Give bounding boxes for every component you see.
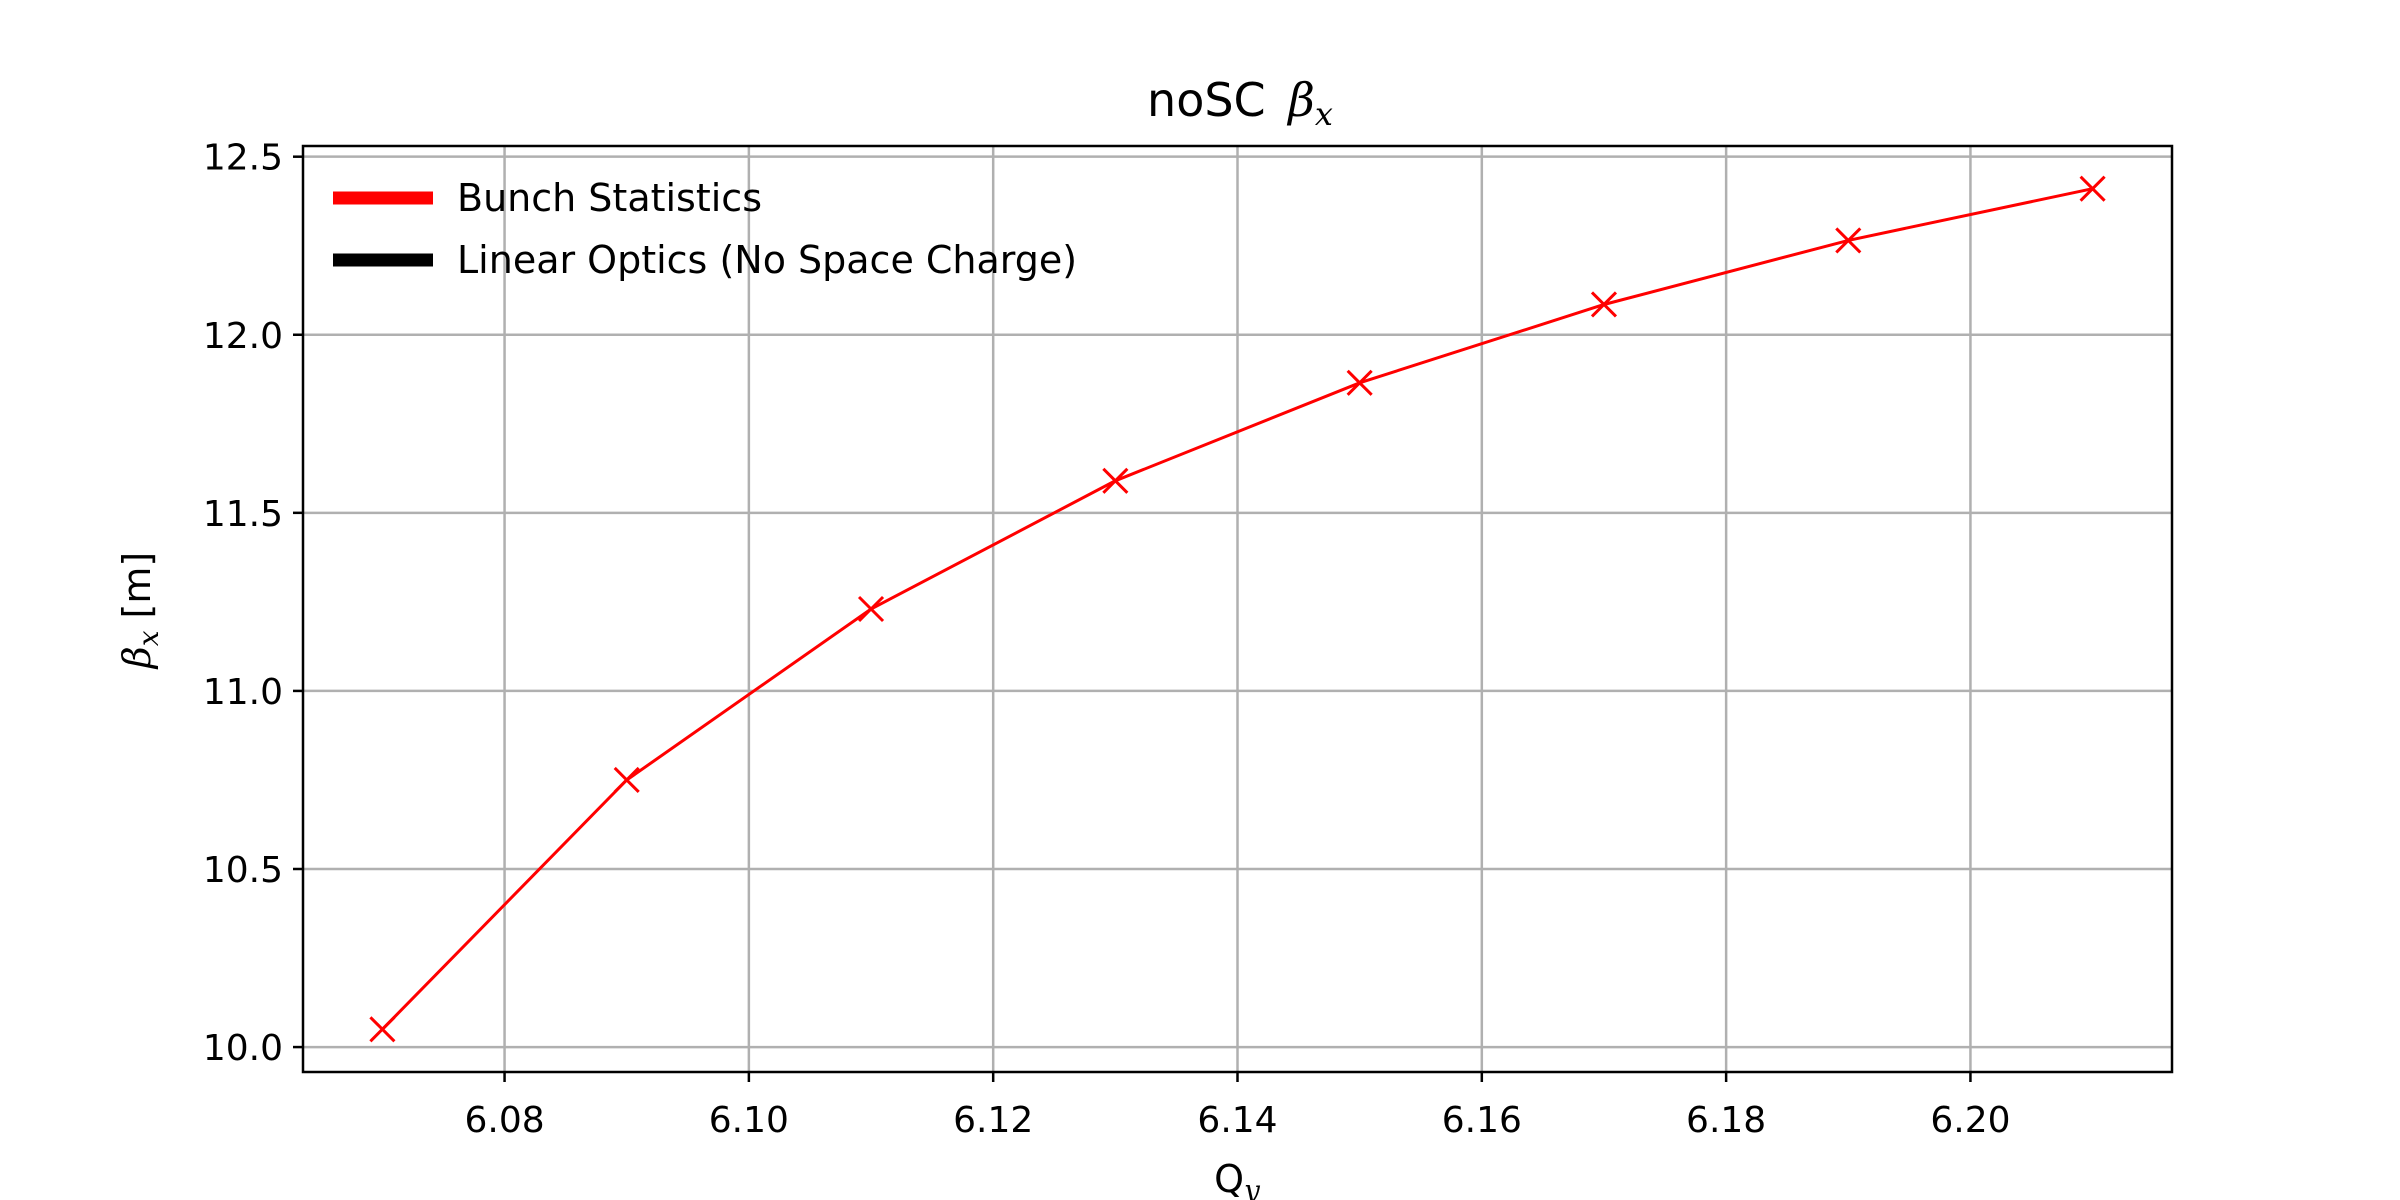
marker-stroke — [369, 1016, 396, 1043]
x-tick-label: 6.16 — [1442, 1100, 1522, 1141]
y-tick-label: 12.5 — [203, 138, 283, 179]
y-axis-title: βx[m] — [115, 552, 165, 670]
x-tick-label: 6.10 — [709, 1100, 789, 1141]
marker-stroke — [613, 766, 640, 794]
y-tick-label: 11.5 — [203, 494, 283, 535]
marker-stroke — [1835, 227, 1862, 254]
x-tick-label: 6.08 — [464, 1100, 544, 1141]
marker-stroke — [2079, 175, 2106, 202]
marker-stroke — [1590, 291, 1618, 318]
tick-layer: 6.08 6.10 6.12 6.14 6.16 6.18 6.20 10.0 10.5 11.0… — [203, 138, 2011, 1141]
y-tick-label: 11.0 — [203, 672, 283, 713]
marker-stroke — [857, 595, 885, 623]
legend-label-bunch-statistics: Bunch Statistics — [457, 176, 762, 220]
x-tick-label: 6.20 — [1930, 1100, 2010, 1141]
legend: Bunch Statistics Linear Optics (No Space… — [333, 176, 1077, 282]
data-point-marker — [2079, 175, 2106, 202]
data-point-marker — [1346, 369, 1373, 396]
data-point-marker — [1590, 291, 1618, 318]
marker-stroke — [1346, 369, 1373, 396]
grid-layer — [303, 146, 2172, 1072]
y-tick-label: 10.5 — [203, 850, 283, 891]
y-tick-label: 10.0 — [203, 1028, 283, 1069]
data-point-marker — [369, 1016, 396, 1043]
marker-stroke — [1102, 467, 1129, 494]
data-point-marker — [613, 766, 640, 794]
x-tick-label: 6.14 — [1197, 1100, 1277, 1141]
y-tick-label: 12.0 — [203, 316, 283, 357]
data-point-marker — [1835, 227, 1862, 254]
x-tick-label: 6.12 — [953, 1100, 1033, 1141]
series-line — [381, 187, 2093, 1031]
chart-title: noSC βx — [1147, 73, 1333, 133]
x-axis-title: Qy — [1214, 1157, 1261, 1200]
x-tick-label: 6.18 — [1686, 1100, 1766, 1141]
legend-label-linear-optics: Linear Optics (No Space Charge) — [457, 238, 1077, 282]
series-layer — [369, 175, 2106, 1043]
data-point-marker — [857, 595, 885, 623]
data-point-marker — [1102, 467, 1129, 494]
